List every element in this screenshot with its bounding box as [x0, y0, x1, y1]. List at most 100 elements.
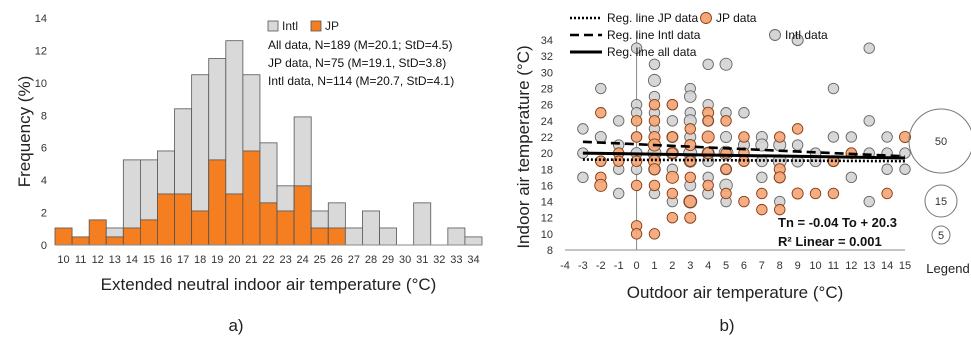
x-tick-label: 11 — [75, 254, 86, 266]
x-tick-label: 33 — [450, 254, 462, 266]
intl-data-point — [577, 123, 589, 135]
x-tick-label: -1 — [614, 260, 624, 272]
jp-data-point — [648, 98, 661, 111]
size-legend-value: 15 — [935, 196, 947, 208]
jp-data-point — [594, 178, 608, 192]
jp-data-point — [720, 187, 732, 200]
bar-jp — [276, 210, 295, 246]
stats-annotation: JP data, N=75 (M=19.1, StD=3.8) — [268, 56, 446, 70]
legend-marker-intl — [769, 29, 781, 41]
x-tick-label: -3 — [578, 260, 588, 272]
jp-data-point — [630, 228, 643, 240]
intl-data-point — [827, 131, 840, 143]
jp-data-point — [809, 187, 822, 200]
intl-data-point — [720, 130, 733, 143]
jp-data-point — [683, 195, 697, 209]
stats-annotation: Intl data, N=114 (M=20.7, StD=4.1) — [268, 74, 454, 88]
bar-jp — [225, 193, 244, 246]
x-tick-label: -4 — [560, 260, 570, 272]
bar-jp — [259, 202, 278, 246]
jp-data-point — [701, 130, 715, 144]
bar-intl — [362, 210, 380, 246]
jp-data-point — [684, 139, 697, 152]
stats-annotation: All data, N=189 (M=20.1; StD=4.5) — [268, 38, 452, 52]
x-tick-label: 25 — [314, 254, 326, 266]
size-legend-value: 5 — [938, 230, 944, 242]
jp-data-point — [665, 170, 679, 184]
intl-data-point — [827, 82, 840, 95]
regression-equation: Tn = -0.04 To + 20.3 — [778, 215, 897, 230]
jp-data-point — [648, 179, 661, 192]
x-tick-label: 13 — [863, 260, 875, 272]
jp-data-point — [720, 163, 732, 175]
x-tick-label: 14 — [881, 260, 893, 272]
y-tick-label: 18 — [541, 164, 553, 176]
x-tick-label: 27 — [348, 254, 360, 266]
jp-data-point — [738, 131, 750, 143]
legend-swatch-intl — [267, 20, 279, 32]
jp-data-point — [666, 131, 679, 143]
intl-data-point — [647, 73, 661, 87]
legend-title: Legend — [926, 261, 969, 276]
bar-intl — [447, 227, 466, 246]
y-tick-label: 14 — [35, 13, 47, 25]
legend-label-jp: JP — [325, 19, 339, 33]
x-tick-label: 24 — [297, 254, 309, 266]
intl-data-point — [845, 131, 858, 143]
bar-jp — [139, 219, 158, 246]
regression-line-solid — [582, 151, 906, 160]
y-tick-label: 4 — [41, 175, 47, 187]
jp-data-point — [720, 115, 732, 127]
y-tick-label: 16 — [541, 180, 553, 192]
y-tick-label: 2 — [41, 208, 47, 220]
y-tick-label: 32 — [541, 51, 553, 63]
x-tick-label: 8 — [777, 260, 783, 272]
x-tick-label: 12 — [92, 254, 104, 266]
bar-intl — [344, 227, 363, 246]
legend-swatch-jp — [310, 20, 322, 32]
regression-line-dotted — [582, 158, 906, 163]
x-tick-label: 15 — [899, 260, 911, 272]
jp-data-point — [666, 212, 679, 224]
bar-jp — [105, 236, 124, 246]
intl-data-point — [577, 171, 589, 184]
jp-data-point — [612, 155, 625, 167]
x-tick-label: 10 — [57, 254, 69, 266]
jp-data-point — [595, 155, 607, 167]
x-tick-label: 28 — [365, 254, 377, 266]
y-tick-label: 0 — [41, 240, 47, 252]
y-tick-label: 28 — [541, 84, 553, 96]
jp-data-point — [756, 187, 768, 200]
legend-label-intl: Intl — [282, 19, 298, 33]
y-tick-label: 14 — [541, 197, 553, 209]
legend-label: Reg. line all data — [607, 45, 697, 59]
x-tick-label: 3 — [687, 260, 693, 272]
jp-data-point — [899, 130, 911, 143]
jp-data-point — [827, 187, 840, 200]
bar-jp — [174, 193, 193, 246]
bar-jp — [122, 227, 141, 246]
intl-data-point — [863, 42, 875, 54]
x-tick-label: 10 — [809, 260, 821, 272]
y-axis-title: Indoor air temperature (°C) — [514, 45, 533, 248]
x-tick-label: 9 — [795, 260, 801, 272]
x-tick-label: 31 — [416, 254, 428, 266]
bar-jp — [157, 193, 175, 246]
x-tick-label: 11 — [828, 260, 839, 272]
intl-data-point — [595, 82, 607, 95]
bar-intl — [379, 227, 397, 246]
x-tick-label: -2 — [596, 260, 606, 272]
x-tick-label: 26 — [331, 254, 343, 266]
x-tick-label: 19 — [211, 254, 223, 266]
intl-data-point — [881, 163, 893, 175]
regression-line-dashed — [582, 140, 906, 158]
intl-data-point — [755, 138, 769, 152]
jp-data-point — [684, 123, 696, 135]
x-tick-label: 0 — [634, 260, 640, 272]
size-legend-circle — [908, 108, 971, 174]
x-tick-label: 15 — [143, 254, 155, 266]
panel-label: a) — [228, 316, 243, 335]
r-squared-label: R² Linear = 0.001 — [778, 234, 882, 249]
jp-data-point — [738, 195, 750, 208]
